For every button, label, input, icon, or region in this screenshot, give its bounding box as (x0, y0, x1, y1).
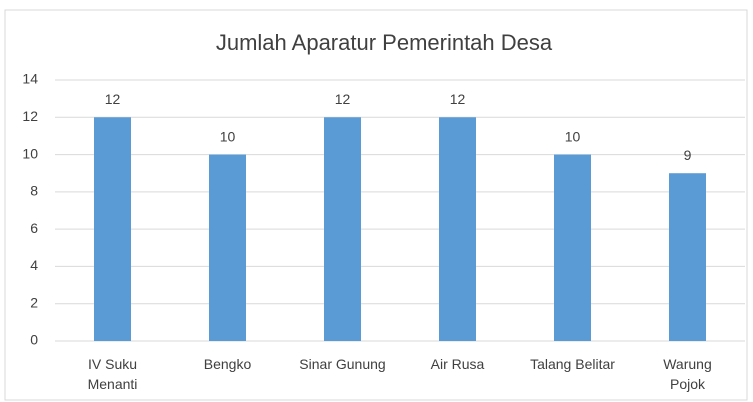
bar (209, 154, 246, 341)
x-tick-label: Sinar Gunung (299, 356, 386, 372)
data-label: 9 (684, 147, 692, 163)
y-tick-label: 12 (22, 108, 38, 124)
bar (94, 117, 131, 342)
x-tick-label: Warung Pojok (663, 356, 712, 392)
data-label: 12 (450, 91, 466, 107)
x-tick-label: IV Suku Menanti (87, 356, 138, 392)
x-tick-label: Bengko (203, 356, 252, 372)
bar (439, 117, 476, 342)
data-label: 12 (335, 91, 351, 107)
y-tick-label: 4 (30, 257, 38, 273)
y-tick-label: 8 (30, 183, 38, 199)
y-tick-label: 0 (30, 332, 38, 348)
chart-frame (4, 9, 748, 401)
chart-title: Jumlah Aparatur Pemerintah Desa (216, 30, 553, 55)
y-tick-label: 2 (30, 294, 38, 310)
bar (554, 154, 591, 341)
bar (669, 173, 706, 341)
data-label: 10 (220, 128, 236, 144)
data-label: 12 (105, 91, 121, 107)
y-tick-label: 14 (22, 71, 38, 87)
y-tick-label: 6 (30, 220, 38, 236)
data-label: 10 (565, 128, 581, 144)
y-tick-label: 10 (22, 145, 38, 161)
bar (324, 117, 361, 342)
x-tick-label: Talang Belitar (530, 356, 615, 372)
x-tick-label: Air Rusa (430, 356, 485, 372)
